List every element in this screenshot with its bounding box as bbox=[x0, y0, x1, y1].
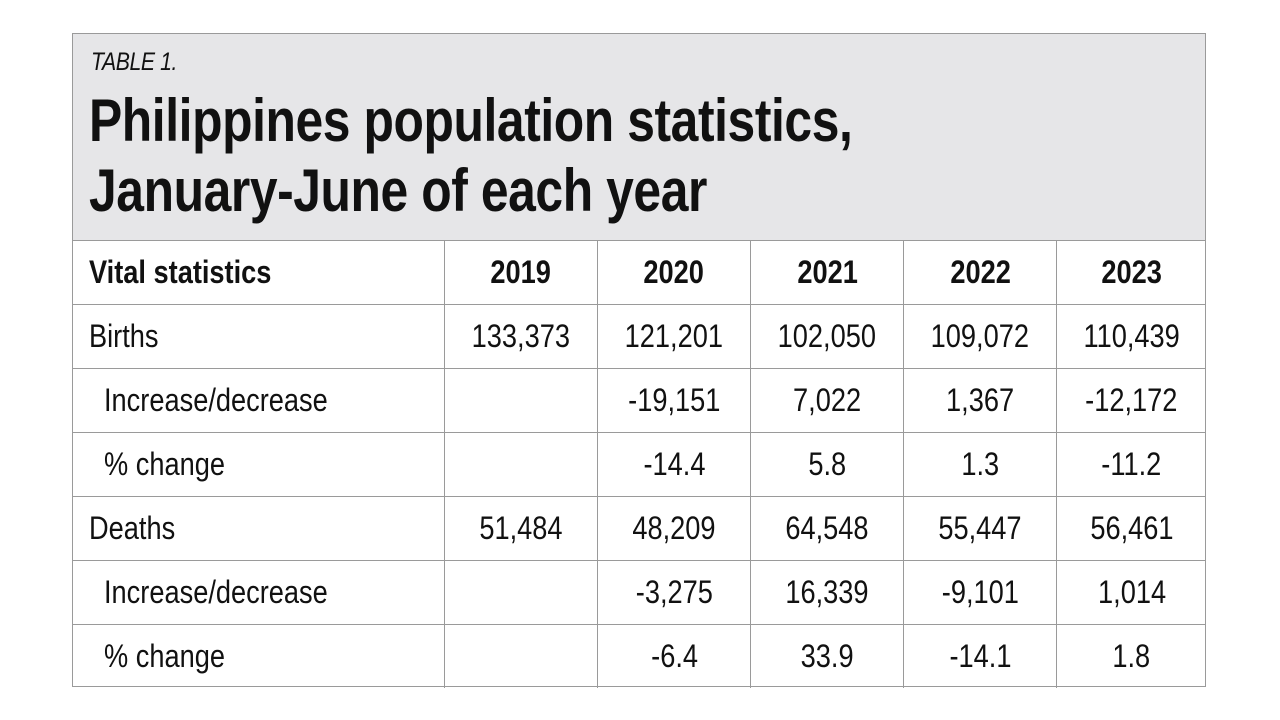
table-cell: 7,022 bbox=[750, 368, 905, 433]
column-header-text: 2020 bbox=[643, 254, 705, 290]
row-label: Increase/decrease bbox=[73, 368, 445, 433]
cell-value: -11.2 bbox=[1101, 446, 1162, 482]
column-header-text: 2023 bbox=[1101, 254, 1162, 290]
table-header-block: TABLE 1. Philippines population statisti… bbox=[73, 34, 1205, 241]
table-title-line-1: Philippines population statistics, bbox=[89, 87, 853, 154]
row-label: % change bbox=[73, 432, 445, 497]
column-header: 2019 bbox=[443, 240, 599, 305]
table-label: TABLE 1. bbox=[91, 48, 177, 76]
cell-value: 5.8 bbox=[808, 446, 847, 482]
cell-value: 16,339 bbox=[785, 574, 869, 610]
table-cell: 1,367 bbox=[903, 368, 1058, 433]
cell-value: -14.1 bbox=[949, 638, 1012, 674]
table-cell: 64,548 bbox=[750, 496, 905, 561]
table-row: Increase/decrease -3,275 16,339 -9,101 1,014 bbox=[73, 560, 1206, 625]
cell-value: 1,014 bbox=[1097, 574, 1166, 610]
cell-value: 121,201 bbox=[624, 318, 724, 354]
cell-value: 55,447 bbox=[938, 510, 1022, 546]
column-header: 2021 bbox=[750, 240, 905, 305]
table-cell bbox=[443, 624, 599, 688]
cell-value: 1,367 bbox=[946, 382, 1015, 418]
table-cell: 1.3 bbox=[903, 432, 1058, 497]
row-label: Births bbox=[73, 304, 445, 369]
cell-value: 1.3 bbox=[961, 446, 1000, 482]
column-header: 2023 bbox=[1056, 240, 1206, 305]
row-label: % change bbox=[73, 624, 445, 688]
table-cell: -6.4 bbox=[597, 624, 752, 688]
column-header-text: 2022 bbox=[949, 254, 1011, 290]
table-cell: 102,050 bbox=[750, 304, 905, 369]
table-cell: -3,275 bbox=[597, 560, 752, 625]
cell-value: 48,209 bbox=[632, 510, 716, 546]
cell-value: 64,548 bbox=[785, 510, 869, 546]
table-cell: 133,373 bbox=[443, 304, 599, 369]
table-cell: 56,461 bbox=[1056, 496, 1206, 561]
cell-value: -6.4 bbox=[650, 638, 698, 674]
table-cell bbox=[443, 432, 599, 497]
row-label-text: % change bbox=[104, 446, 225, 482]
cell-value: 56,461 bbox=[1089, 510, 1174, 546]
table-cell: 51,484 bbox=[443, 496, 599, 561]
table-cell: -12,172 bbox=[1056, 368, 1206, 433]
cell-value: 133,373 bbox=[471, 318, 571, 354]
table-cell: 16,339 bbox=[750, 560, 905, 625]
column-header: Vital statistics bbox=[73, 240, 445, 305]
table-cell: 5.8 bbox=[750, 432, 905, 497]
table-cell: 33.9 bbox=[750, 624, 905, 688]
row-label-text: Births bbox=[89, 318, 159, 354]
table-cell bbox=[443, 560, 599, 625]
cell-value: 7,022 bbox=[793, 382, 862, 418]
table-figure: TABLE 1. Philippines population statisti… bbox=[72, 33, 1206, 688]
table-row: Increase/decrease -19,151 7,022 1,367 -12,17… bbox=[73, 368, 1206, 433]
cell-value: -3,275 bbox=[635, 574, 713, 610]
cell-value: 102,050 bbox=[777, 318, 877, 354]
table-cell: 1,014 bbox=[1056, 560, 1206, 625]
table-cell: -14.4 bbox=[597, 432, 752, 497]
cell-value: 33.9 bbox=[800, 638, 854, 674]
table-cell: 121,201 bbox=[597, 304, 752, 369]
table-cell: -19,151 bbox=[597, 368, 752, 433]
table-cell: -9,101 bbox=[903, 560, 1058, 625]
cell-value: -19,151 bbox=[627, 382, 721, 418]
table-cell: 1.8 bbox=[1056, 624, 1206, 688]
row-label-text: Increase/decrease bbox=[104, 382, 328, 418]
table-cell: 55,447 bbox=[903, 496, 1058, 561]
row-label: Increase/decrease bbox=[73, 560, 445, 625]
column-header-text: Vital statistics bbox=[89, 254, 272, 290]
table-cell: 110,439 bbox=[1056, 304, 1206, 369]
cell-value: -14.4 bbox=[643, 446, 706, 482]
table-row: % change -14.4 5.8 1.3 -11.2 bbox=[73, 432, 1206, 497]
column-header: 2020 bbox=[597, 240, 752, 305]
table-cell: -14.1 bbox=[903, 624, 1058, 688]
cell-value: 109,072 bbox=[931, 318, 1030, 354]
column-header-text: 2021 bbox=[796, 254, 858, 290]
column-header: 2022 bbox=[903, 240, 1058, 305]
table-row: Births 133,373 121,201 102,050 109,072 110,43… bbox=[73, 304, 1206, 369]
cell-value: 110,439 bbox=[1083, 318, 1180, 354]
row-label-text: Deaths bbox=[89, 510, 176, 546]
header-row: Vital statistics 2019 2020 2021 2022 2023 bbox=[73, 240, 1206, 305]
column-header-text: 2019 bbox=[490, 254, 552, 290]
table-cell: 109,072 bbox=[903, 304, 1058, 369]
data-table: Vital statistics 2019 2020 2021 2022 2023 Birt… bbox=[73, 240, 1206, 688]
row-label-text: Increase/decrease bbox=[104, 574, 328, 610]
cell-value: 51,484 bbox=[479, 510, 563, 546]
table-cell: -11.2 bbox=[1056, 432, 1206, 497]
table-title-line-2: January-June of each year bbox=[89, 157, 707, 224]
cell-value: -12,172 bbox=[1085, 382, 1178, 418]
table-cell: 48,209 bbox=[597, 496, 752, 561]
row-label: Deaths bbox=[73, 496, 445, 561]
row-label-text: % change bbox=[104, 638, 225, 674]
table-row: Deaths 51,484 48,209 64,548 55,447 56,461 bbox=[73, 496, 1206, 561]
cell-value: 1.8 bbox=[1112, 638, 1151, 674]
table-row: % change -6.4 33.9 -14.1 1.8 bbox=[73, 624, 1206, 688]
cell-value: -9,101 bbox=[941, 574, 1019, 610]
table-cell bbox=[443, 368, 599, 433]
